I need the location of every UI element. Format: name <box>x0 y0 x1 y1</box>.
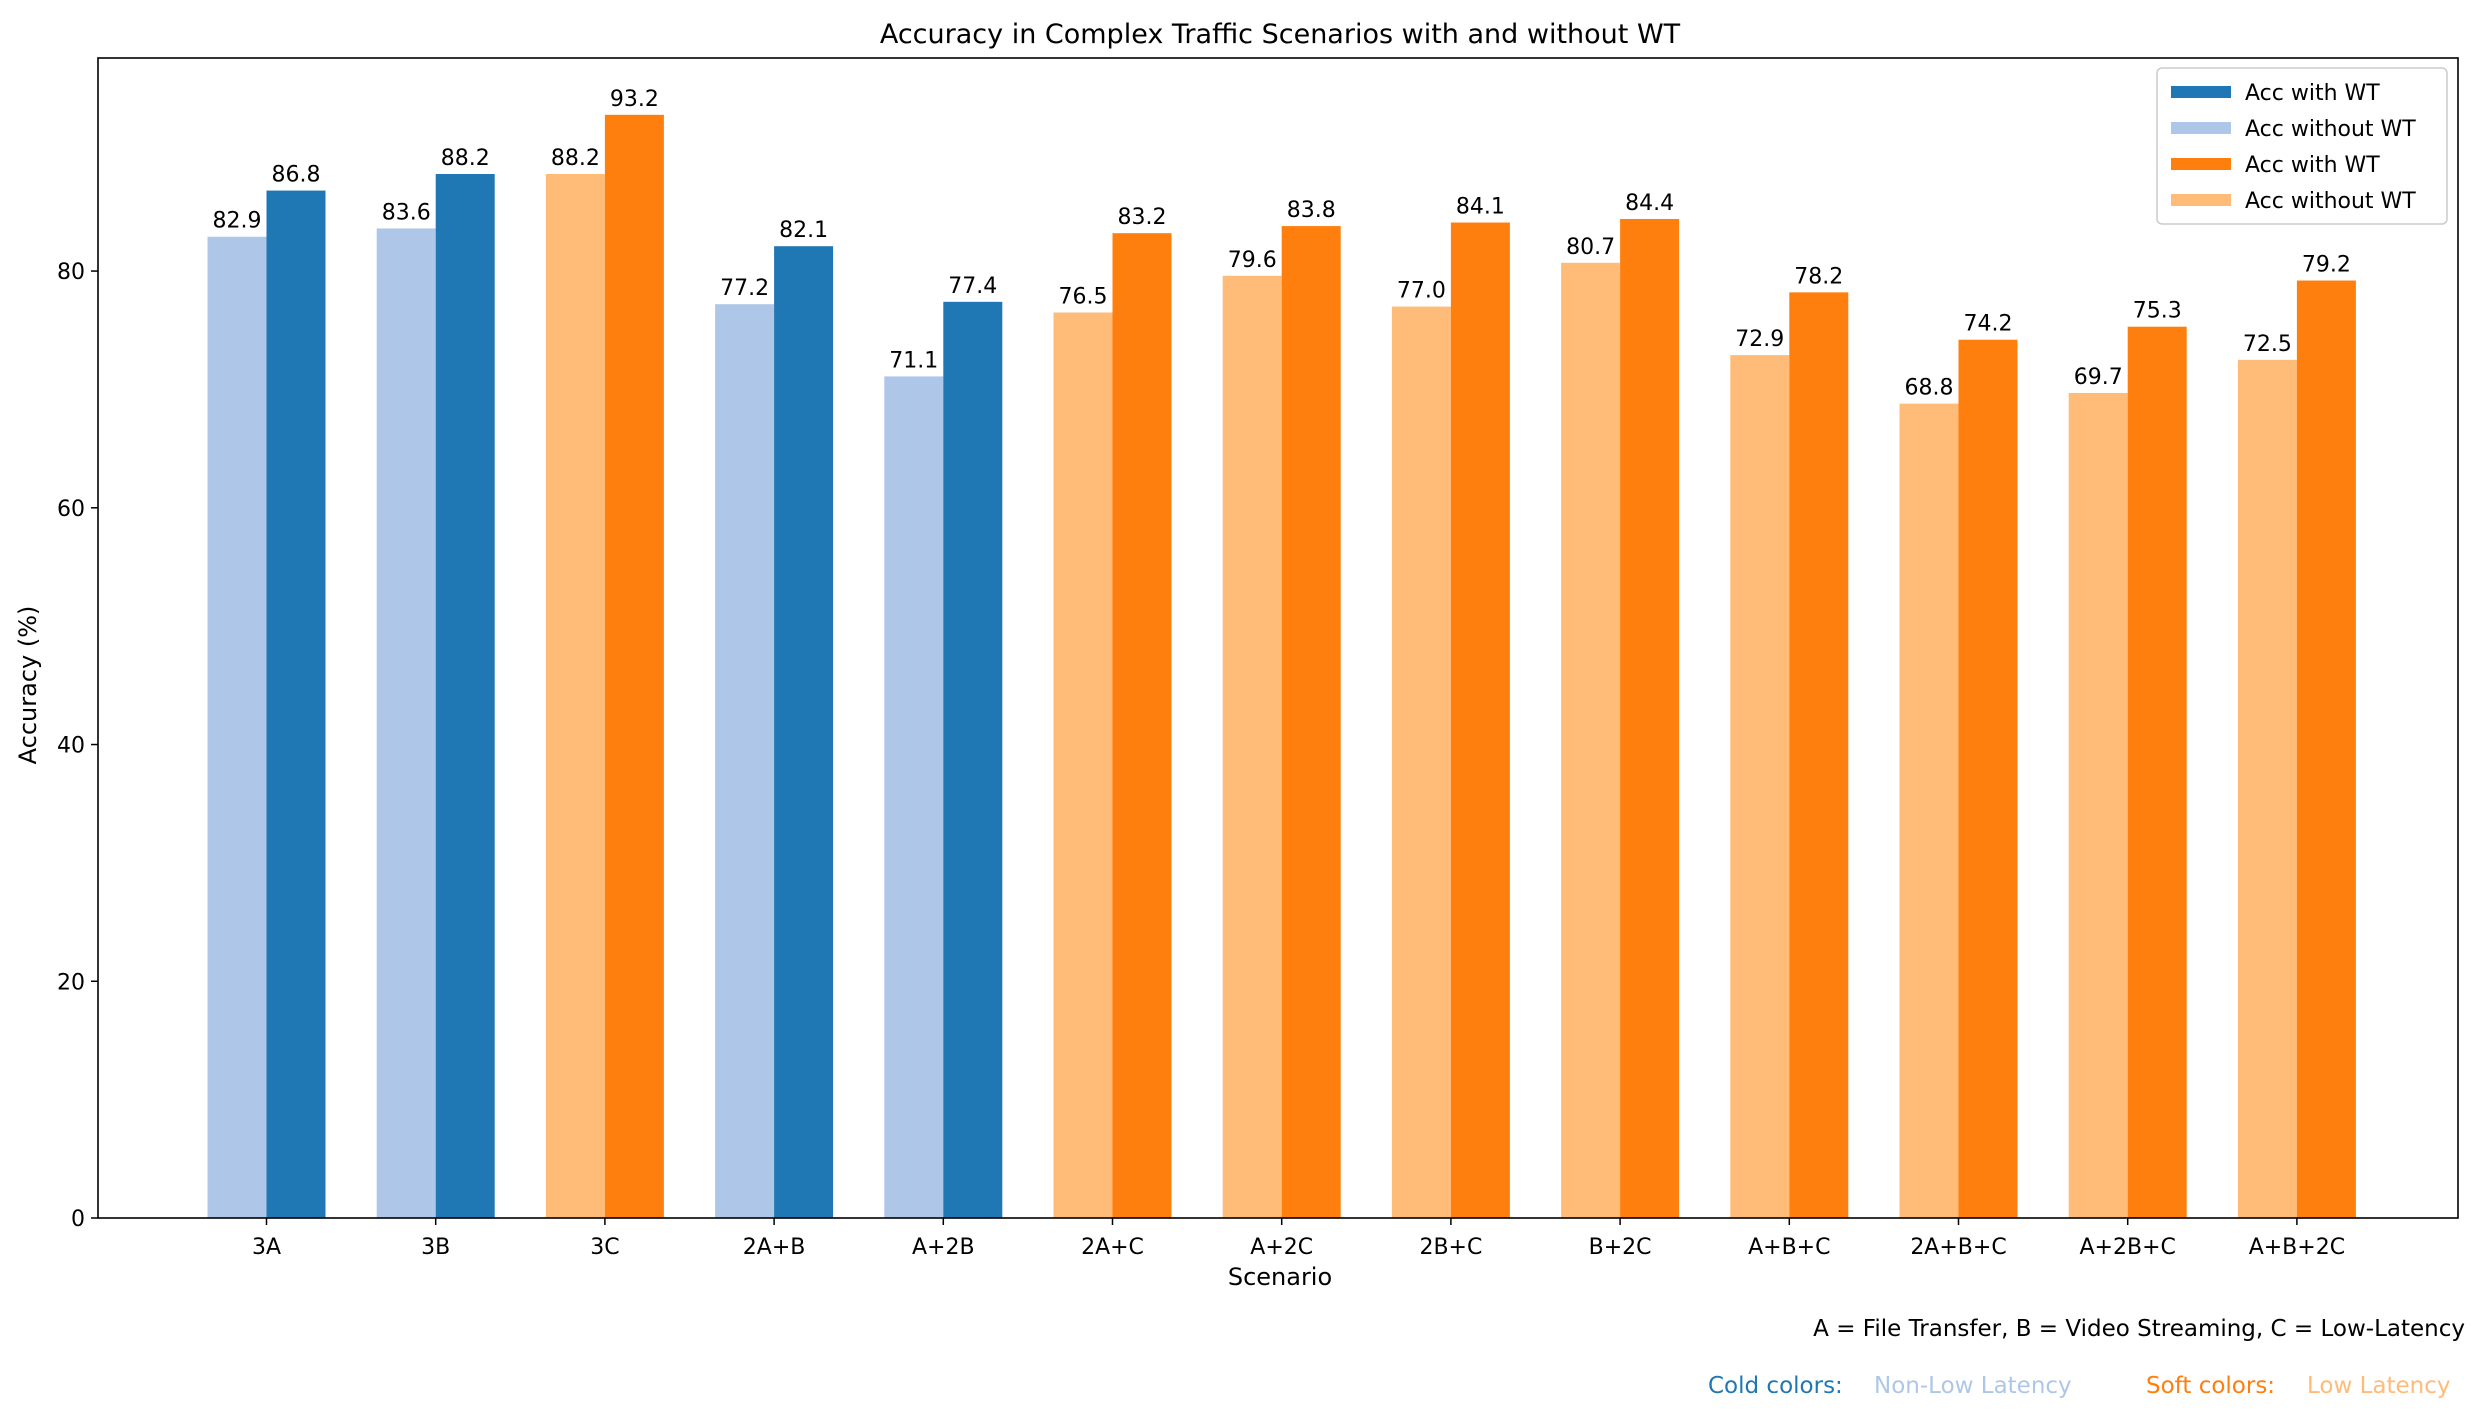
x-tick-label-a-plus-b-plus-2c: A+B+2C <box>2249 1235 2345 1260</box>
x-axis-label: Scenario <box>1228 1263 1332 1291</box>
legend-label-soft-with-wt: Acc with WT <box>2245 153 2380 178</box>
data-label-with-wt-3c: 93.2 <box>610 87 659 112</box>
data-label-without-wt-a-plus-b-plus-2c: 72.5 <box>2243 332 2292 357</box>
x-tick-label-3c: 3C <box>590 1235 619 1260</box>
bar-with-wt-3b <box>435 174 495 1218</box>
plot-area-frame <box>97 57 2459 1219</box>
legend-label-soft-without-wt: Acc without WT <box>2245 189 2416 214</box>
x-tick-label-b-plus-2c: B+2C <box>1589 1235 1652 1260</box>
legend-swatch-cold-with-wt <box>2171 86 2231 98</box>
data-label-with-wt-b-plus-2c: 84.4 <box>1625 191 1674 216</box>
legend-box <box>2156 67 2448 225</box>
x-tick-label-a-plus-2b-plus-c: A+2B+C <box>2080 1235 2176 1260</box>
legend-swatch-soft-with-wt <box>2171 158 2231 170</box>
y-tick-label-40: 40 <box>57 734 85 759</box>
bar-without-wt-3c <box>545 174 605 1218</box>
y-tick-label-0: 0 <box>71 1207 85 1232</box>
data-label-with-wt-2a-plus-b: 82.1 <box>779 218 828 243</box>
data-label-without-wt-a-plus-2b: 71.1 <box>889 348 938 373</box>
legend-label-cold-without-wt: Acc without WT <box>2245 117 2416 142</box>
x-tick-label-2b-plus-c: 2B+C <box>1419 1235 1482 1260</box>
soft-colors-title: Soft colors: <box>2146 1373 2275 1399</box>
legend-label-cold-with-wt: Acc with WT <box>2245 81 2380 106</box>
x-tick-label-3a: 3A <box>252 1235 281 1260</box>
data-label-without-wt-2a-plus-b: 77.2 <box>720 276 769 301</box>
x-tick-label-a-plus-2b: A+2B <box>912 1235 975 1260</box>
data-label-with-wt-a-plus-b-plus-2c: 79.2 <box>2302 253 2351 278</box>
bar-with-wt-3a <box>266 190 326 1219</box>
bar-with-wt-2a-plus-c <box>1112 233 1172 1219</box>
scenario-key-note: A = File Transfer, B = Video Streaming, … <box>1813 1316 2465 1342</box>
bar-with-wt-a-plus-2c <box>1281 226 1341 1218</box>
data-label-without-wt-a-plus-2b-plus-c: 69.7 <box>2074 365 2123 390</box>
x-tick-label-3b: 3B <box>421 1235 450 1260</box>
bar-with-wt-2b-plus-c <box>1450 222 1510 1218</box>
bar-without-wt-a-plus-2c <box>1222 275 1282 1219</box>
data-label-with-wt-2b-plus-c: 84.1 <box>1456 195 1505 220</box>
legend-swatch-soft-without-wt <box>2171 194 2231 206</box>
data-label-with-wt-3b: 88.2 <box>441 146 490 171</box>
bar-without-wt-3a <box>207 236 267 1219</box>
bar-without-wt-b-plus-2c <box>1561 262 1621 1218</box>
x-tick-label-2a-plus-b: 2A+B <box>743 1235 806 1260</box>
data-label-without-wt-3b: 83.6 <box>382 200 431 225</box>
x-tick-label-2a-plus-c: 2A+C <box>1081 1235 1144 1260</box>
soft-colors-description: Low Latency <box>2307 1373 2451 1399</box>
legend: Acc with WT Acc without WT Acc with WT Acc … <box>2156 67 2448 225</box>
bar-without-wt-3b <box>376 228 436 1218</box>
data-label-without-wt-2a-plus-b-plus-c: 68.8 <box>1905 376 1954 401</box>
bar-with-wt-a-plus-2b-plus-c <box>2127 326 2187 1219</box>
bar-series-group <box>207 114 2356 1219</box>
legend-swatch-cold-without-wt <box>2171 122 2231 134</box>
bar-with-wt-3c <box>604 114 664 1219</box>
data-label-with-wt-a-plus-2b: 77.4 <box>948 274 997 299</box>
bar-without-wt-2b-plus-c <box>1391 306 1451 1219</box>
x-tick-label-a-plus-2c: A+2C <box>1250 1235 1313 1260</box>
data-label-without-wt-a-plus-b-plus-c: 72.9 <box>1735 327 1784 352</box>
y-tick-label-60: 60 <box>57 497 85 522</box>
cold-colors-title: Cold colors: <box>1708 1373 1843 1399</box>
bar-without-wt-a-plus-2b-plus-c <box>2068 392 2128 1218</box>
bar-without-wt-a-plus-2b <box>884 376 944 1218</box>
bar-without-wt-a-plus-b-plus-c <box>1730 355 1790 1218</box>
data-label-with-wt-a-plus-2c: 83.8 <box>1287 198 1336 223</box>
x-tick-label-a-plus-b-plus-c: A+B+C <box>1748 1235 1830 1260</box>
data-label-without-wt-3a: 82.9 <box>213 209 262 234</box>
data-label-group: 82.9 86.8 83.6 88.2 88.2 93.2 77.2 82.1 71.1 77.4… <box>213 87 2351 401</box>
data-label-with-wt-3a: 86.8 <box>272 163 321 188</box>
bar-with-wt-2a-plus-b-plus-c <box>1958 339 2018 1218</box>
bar-without-wt-2a-plus-c <box>1053 312 1113 1218</box>
x-tick-label-2a-plus-b-plus-c: 2A+B+C <box>1910 1235 2006 1260</box>
y-tick-label-80: 80 <box>57 260 85 285</box>
bar-without-wt-a-plus-b-plus-2c <box>2237 359 2297 1218</box>
cold-colors-description: Non-Low Latency <box>1874 1373 2072 1399</box>
bar-without-wt-2a-plus-b <box>715 304 775 1218</box>
data-label-with-wt-a-plus-2b-plus-c: 75.3 <box>2133 299 2182 324</box>
bar-with-wt-a-plus-b-plus-2c <box>2296 280 2356 1218</box>
bar-with-wt-a-plus-b-plus-c <box>1789 292 1849 1219</box>
data-label-without-wt-2b-plus-c: 77.0 <box>1397 279 1446 304</box>
data-label-with-wt-2a-plus-b-plus-c: 74.2 <box>1964 312 2013 337</box>
data-label-with-wt-a-plus-b-plus-c: 78.2 <box>1794 264 1843 289</box>
bar-without-wt-2a-plus-b-plus-c <box>1899 403 1959 1218</box>
y-axis-label: Accuracy (%) <box>14 606 42 765</box>
data-label-without-wt-3c: 88.2 <box>551 146 600 171</box>
bar-with-wt-b-plus-2c <box>1620 218 1680 1218</box>
chart-title: Accuracy in Complex Traffic Scenarios wi… <box>880 19 1681 50</box>
data-label-with-wt-2a-plus-c: 83.2 <box>1118 205 1167 230</box>
bar-with-wt-2a-plus-b <box>774 246 834 1218</box>
y-axis: 0 20 40 60 80 <box>57 260 98 1232</box>
y-tick-label-20: 20 <box>57 970 85 995</box>
bar-with-wt-a-plus-2b <box>943 301 1003 1218</box>
data-label-without-wt-b-plus-2c: 80.7 <box>1566 235 1615 260</box>
data-label-without-wt-2a-plus-c: 76.5 <box>1059 284 1108 309</box>
x-axis: 3A 3B 3C 2A+B A+2B 2A+C A+2C 2B+C B+2C A+B+C 2A+B+… <box>252 1218 2345 1260</box>
data-label-without-wt-a-plus-2c: 79.6 <box>1228 248 1277 273</box>
